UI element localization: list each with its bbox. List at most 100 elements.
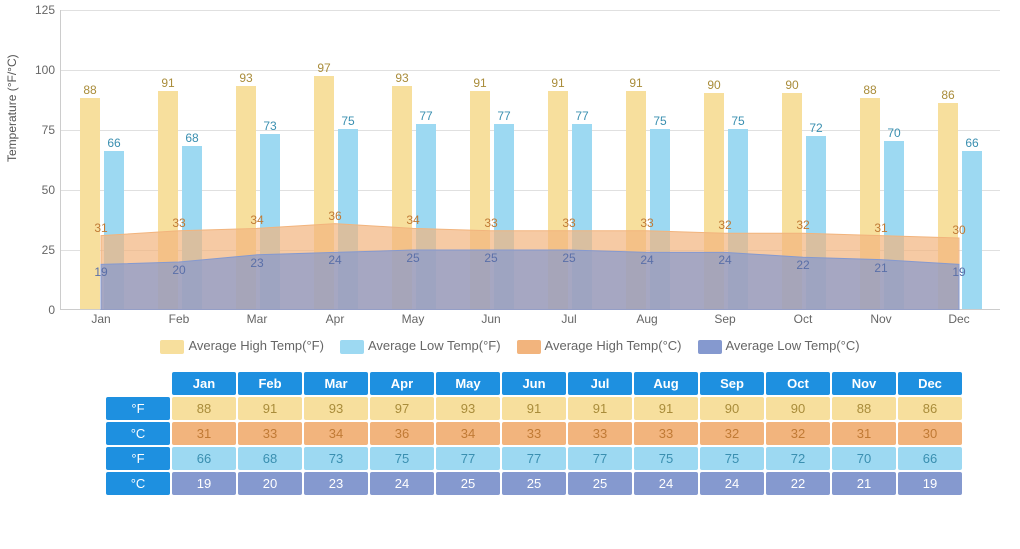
bar-label-high-f: 90 — [694, 78, 734, 92]
table-cell: 77 — [502, 447, 566, 470]
x-tick: Nov — [870, 312, 891, 326]
table-header: Oct — [766, 372, 830, 395]
table-cell: 91 — [568, 397, 632, 420]
table-cell: 23 — [304, 472, 368, 495]
legend-swatch — [160, 340, 184, 354]
table-header: Aug — [634, 372, 698, 395]
x-tick: Aug — [636, 312, 657, 326]
point-label-low-c: 19 — [952, 265, 965, 279]
table-cell: 36 — [370, 422, 434, 445]
bar-high-f — [314, 76, 334, 309]
chart-plot-area: 8866916893739775937791779177917590759072… — [60, 10, 1000, 310]
table-cell: 33 — [238, 422, 302, 445]
table-cell: 97 — [370, 397, 434, 420]
bar-label-low-f: 72 — [796, 121, 836, 135]
point-label-high-c: 33 — [562, 216, 575, 230]
bar-high-f — [470, 91, 490, 309]
table-cell: 72 — [766, 447, 830, 470]
bar-label-high-f: 88 — [850, 83, 890, 97]
legend-swatch — [517, 340, 541, 354]
legend-swatch — [340, 340, 364, 354]
point-label-high-c: 32 — [718, 218, 731, 232]
bar-label-low-f: 75 — [328, 114, 368, 128]
bar-label-low-f: 73 — [250, 119, 290, 133]
table-cell: 32 — [766, 422, 830, 445]
bar-label-low-f: 75 — [640, 114, 680, 128]
table-cell: 73 — [304, 447, 368, 470]
table-cell: 93 — [304, 397, 368, 420]
bar-label-high-f: 91 — [460, 76, 500, 90]
bar-label-low-f: 68 — [172, 131, 212, 145]
legend: Average High Temp(°F) Average Low Temp(°F… — [0, 338, 1020, 354]
y-tick: 100 — [30, 63, 55, 77]
table-header: Mar — [304, 372, 368, 395]
table-header: Nov — [832, 372, 896, 395]
table-cell: 75 — [370, 447, 434, 470]
point-label-low-c: 24 — [640, 253, 653, 267]
table-header: Sep — [700, 372, 764, 395]
table-cell: 20 — [238, 472, 302, 495]
table-cell: 75 — [634, 447, 698, 470]
bar-label-low-f: 66 — [952, 136, 992, 150]
point-label-high-c: 32 — [796, 218, 809, 232]
legend-label: Average Low Temp(°F) — [368, 338, 501, 353]
x-tick: Mar — [247, 312, 268, 326]
table-row: °C313334363433333332323130 — [106, 422, 962, 445]
table-cell: 34 — [304, 422, 368, 445]
table-cell: 22 — [766, 472, 830, 495]
point-label-high-c: 33 — [172, 216, 185, 230]
point-label-high-c: 34 — [250, 213, 263, 227]
data-table: JanFebMarAprMayJunJulAugSepOctNovDec°F88… — [104, 370, 964, 497]
table-cell: 66 — [172, 447, 236, 470]
table-cell: 91 — [502, 397, 566, 420]
table-cell: 24 — [700, 472, 764, 495]
legend-item: Average High Temp(°F) — [160, 338, 324, 354]
table-header: Apr — [370, 372, 434, 395]
legend-swatch — [698, 340, 722, 354]
legend-label: Average Low Temp(°C) — [726, 338, 860, 353]
point-label-high-c: 34 — [406, 213, 419, 227]
table-cell: 32 — [700, 422, 764, 445]
table-cell: 24 — [370, 472, 434, 495]
y-tick: 75 — [30, 123, 55, 137]
bar-high-f — [548, 91, 568, 309]
table-header: May — [436, 372, 500, 395]
table-row: °F666873757777777575727066 — [106, 447, 962, 470]
bar-label-low-f: 77 — [484, 109, 524, 123]
bar-label-high-f: 90 — [772, 78, 812, 92]
table-cell: 30 — [898, 422, 962, 445]
table-header: Jun — [502, 372, 566, 395]
table-cell: 25 — [568, 472, 632, 495]
legend-label: Average High Temp(°C) — [545, 338, 682, 353]
table-cell: 91 — [634, 397, 698, 420]
point-label-low-c: 24 — [718, 253, 731, 267]
bar-label-high-f: 93 — [226, 71, 266, 85]
table-cell: 33 — [568, 422, 632, 445]
table-cell: 25 — [436, 472, 500, 495]
point-label-high-c: 36 — [328, 209, 341, 223]
table-cell: 24 — [634, 472, 698, 495]
bar-label-high-f: 88 — [70, 83, 110, 97]
x-tick: May — [402, 312, 425, 326]
table-cell: 77 — [568, 447, 632, 470]
point-label-low-c: 25 — [484, 251, 497, 265]
table-row-label: °F — [106, 397, 170, 420]
point-label-low-c: 24 — [328, 253, 341, 267]
bar-label-high-f: 97 — [304, 61, 344, 75]
x-tick: Jun — [481, 312, 500, 326]
table-cell: 21 — [832, 472, 896, 495]
y-tick: 50 — [30, 183, 55, 197]
table-header: Jan — [172, 372, 236, 395]
table-header: Feb — [238, 372, 302, 395]
table-cell: 31 — [172, 422, 236, 445]
table-row: °C192023242525252424222119 — [106, 472, 962, 495]
point-label-low-c: 22 — [796, 258, 809, 272]
x-tick: Jul — [561, 312, 576, 326]
bar-label-high-f: 93 — [382, 71, 422, 85]
table-cell: 86 — [898, 397, 962, 420]
table-row-label: °C — [106, 472, 170, 495]
table-row-label: °F — [106, 447, 170, 470]
y-tick: 25 — [30, 243, 55, 257]
legend-label: Average High Temp(°F) — [188, 338, 324, 353]
table-cell: 75 — [700, 447, 764, 470]
